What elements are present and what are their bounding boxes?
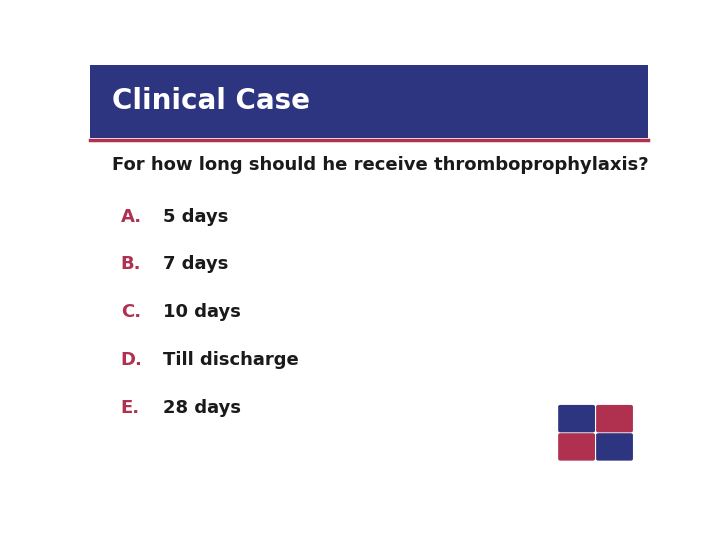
Text: Clinical Case: Clinical Case (112, 87, 310, 115)
FancyBboxPatch shape (596, 433, 633, 461)
Bar (90, 65, 648, 138)
Text: B.: B. (121, 255, 141, 273)
Text: Till discharge: Till discharge (163, 351, 298, 369)
Text: 7 days: 7 days (163, 255, 228, 273)
FancyBboxPatch shape (558, 433, 595, 461)
FancyBboxPatch shape (558, 405, 595, 433)
Text: 28 days: 28 days (163, 399, 240, 417)
Text: A.: A. (121, 207, 142, 226)
Text: 10 days: 10 days (163, 303, 240, 321)
Text: For how long should he receive thromboprophylaxis?: For how long should he receive thrombopr… (112, 156, 649, 173)
Text: E.: E. (121, 399, 140, 417)
Text: 5 days: 5 days (163, 207, 228, 226)
Text: C.: C. (121, 303, 141, 321)
FancyBboxPatch shape (596, 405, 633, 433)
Text: D.: D. (121, 351, 143, 369)
